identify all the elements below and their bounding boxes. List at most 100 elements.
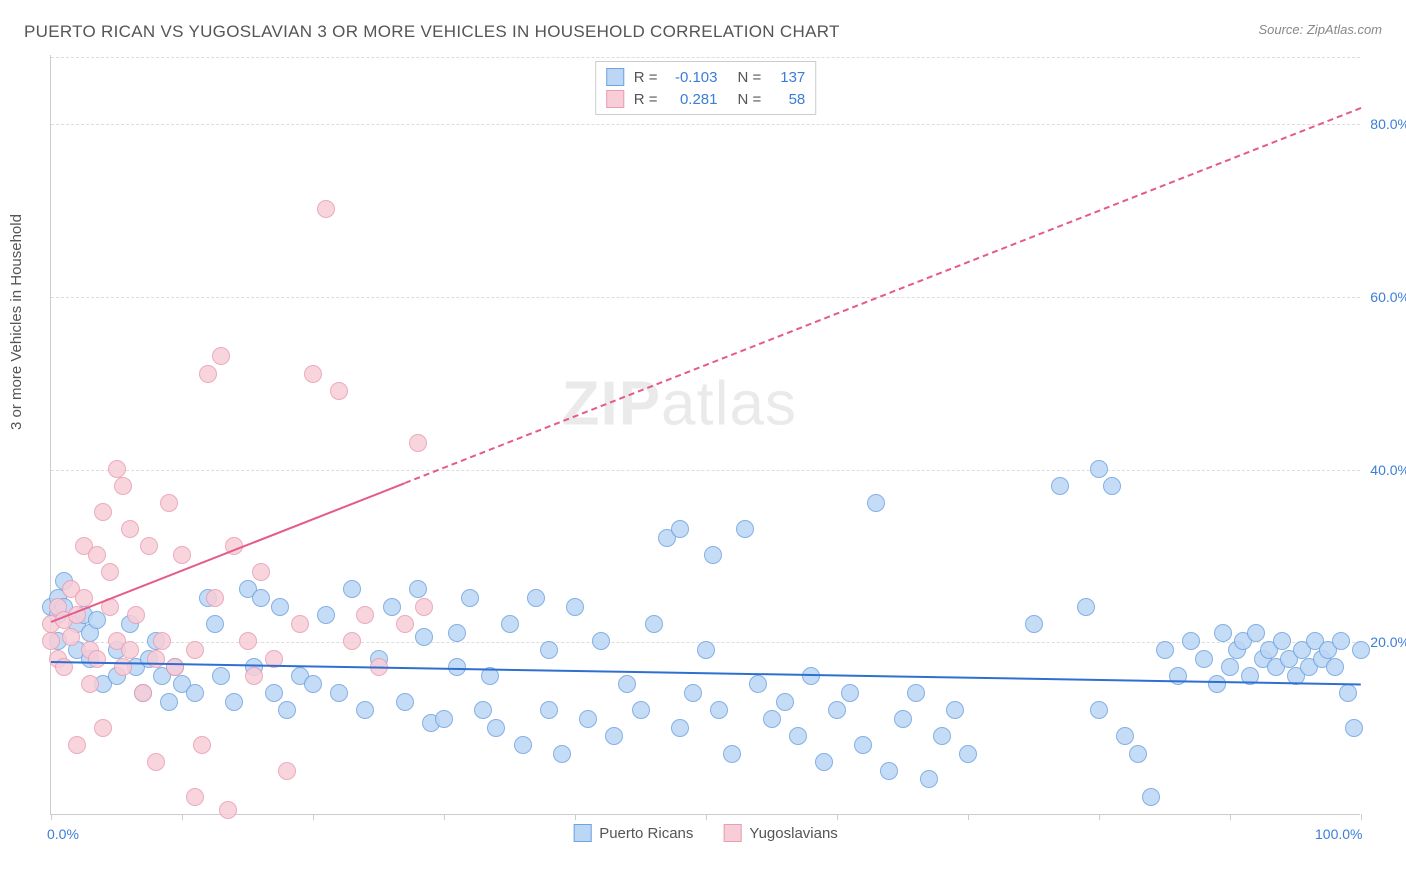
x-tick — [1361, 814, 1362, 820]
x-tick — [837, 814, 838, 820]
data-point — [68, 736, 86, 754]
data-point — [199, 365, 217, 383]
data-point — [946, 701, 964, 719]
data-point — [206, 589, 224, 607]
x-tick-label: 0.0% — [47, 826, 79, 842]
data-point — [278, 762, 296, 780]
data-point — [1273, 632, 1291, 650]
data-point — [166, 658, 184, 676]
data-point — [108, 460, 126, 478]
data-point — [317, 606, 335, 624]
data-point — [304, 365, 322, 383]
stats-row: R =0.281N =58 — [606, 88, 806, 110]
x-tick — [51, 814, 52, 820]
data-point — [1182, 632, 1200, 650]
data-point — [776, 693, 794, 711]
x-tick — [313, 814, 314, 820]
data-point — [396, 615, 414, 633]
data-point — [81, 675, 99, 693]
legend-item: Yugoslavians — [723, 824, 837, 842]
data-point — [749, 675, 767, 693]
data-point — [448, 624, 466, 642]
data-point — [1326, 658, 1344, 676]
data-point — [1345, 719, 1363, 737]
data-point — [605, 727, 623, 745]
data-point — [474, 701, 492, 719]
legend-swatch — [573, 824, 591, 842]
data-point — [514, 736, 532, 754]
data-point — [219, 801, 237, 819]
data-point — [540, 641, 558, 659]
data-point — [1208, 675, 1226, 693]
data-point — [566, 598, 584, 616]
data-point — [121, 520, 139, 538]
data-point — [114, 477, 132, 495]
stat-r-label: R = — [634, 69, 658, 86]
data-point — [671, 520, 689, 538]
data-point — [140, 537, 158, 555]
data-point — [1332, 632, 1350, 650]
data-point — [461, 589, 479, 607]
x-tick — [444, 814, 445, 820]
stat-n-value: 137 — [771, 69, 805, 86]
data-point — [540, 701, 558, 719]
data-point — [94, 719, 112, 737]
chart-plot-area: ZIPatlas R =-0.103N =137R =0.281N =58 Pu… — [50, 55, 1360, 815]
y-tick-label: 40.0% — [1370, 462, 1406, 478]
stat-r-label: R = — [634, 91, 658, 108]
data-point — [291, 615, 309, 633]
x-tick-label: 100.0% — [1315, 826, 1362, 842]
data-point — [225, 693, 243, 711]
data-point — [42, 632, 60, 650]
data-point — [396, 693, 414, 711]
data-point — [1103, 477, 1121, 495]
data-point — [383, 598, 401, 616]
grid-line — [51, 470, 1360, 471]
legend-label: Yugoslavians — [749, 825, 837, 842]
data-point — [1090, 460, 1108, 478]
legend-swatch — [606, 68, 624, 86]
data-point — [415, 628, 433, 646]
grid-line — [51, 57, 1360, 58]
data-point — [88, 650, 106, 668]
data-point — [212, 667, 230, 685]
grid-line — [51, 124, 1360, 125]
data-point — [356, 606, 374, 624]
data-point — [1116, 727, 1134, 745]
data-point — [193, 736, 211, 754]
data-point — [1051, 477, 1069, 495]
data-point — [153, 632, 171, 650]
data-point — [121, 641, 139, 659]
data-point — [304, 675, 322, 693]
x-tick — [968, 814, 969, 820]
data-point — [1214, 624, 1232, 642]
data-point — [62, 628, 80, 646]
x-tick — [1099, 814, 1100, 820]
data-point — [553, 745, 571, 763]
data-point — [101, 563, 119, 581]
data-point — [173, 546, 191, 564]
data-point — [1129, 745, 1147, 763]
data-point — [160, 494, 178, 512]
data-point — [579, 710, 597, 728]
data-point — [645, 615, 663, 633]
data-point — [710, 701, 728, 719]
y-tick-label: 60.0% — [1370, 289, 1406, 305]
data-point — [317, 200, 335, 218]
data-point — [1221, 658, 1239, 676]
data-point — [920, 770, 938, 788]
legend-swatch — [606, 90, 624, 108]
data-point — [409, 434, 427, 452]
watermark: ZIPatlas — [562, 369, 797, 440]
regression-line-extrapolated — [404, 107, 1361, 484]
data-point — [632, 701, 650, 719]
data-point — [854, 736, 872, 754]
data-point — [147, 753, 165, 771]
data-point — [94, 503, 112, 521]
data-point — [867, 494, 885, 512]
y-tick-label: 80.0% — [1370, 116, 1406, 132]
data-point — [114, 658, 132, 676]
data-point — [245, 667, 263, 685]
data-point — [487, 719, 505, 737]
grid-line — [51, 297, 1360, 298]
